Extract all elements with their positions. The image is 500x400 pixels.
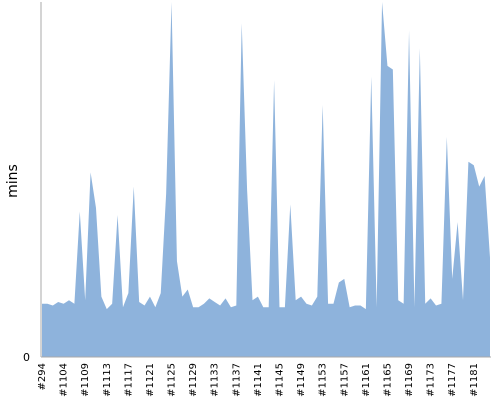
x-tick-label: #1145 bbox=[274, 363, 285, 397]
x-tick-label: #1141 bbox=[253, 363, 264, 397]
x-tick-label: #1129 bbox=[188, 363, 199, 397]
x-tick-label: #1161 bbox=[361, 363, 372, 397]
x-tick-label: #1149 bbox=[296, 363, 307, 397]
plot-area bbox=[42, 2, 490, 357]
x-tick-label: #1109 bbox=[80, 363, 91, 397]
x-tick-label: #1153 bbox=[318, 363, 329, 397]
x-tick-label: #1125 bbox=[167, 363, 178, 397]
y-axis-title: mins bbox=[5, 164, 21, 198]
x-tick-label: #1117 bbox=[123, 363, 134, 397]
x-tick-label: #1177 bbox=[447, 363, 458, 397]
x-tick-labels: #294 #1104 #1109 #1113 #1117 #1121 #1125 #1129 #… bbox=[37, 363, 480, 397]
x-tick-label: #1169 bbox=[404, 363, 415, 397]
x-tick-label: #294 bbox=[37, 363, 48, 390]
x-tick-label: #1113 bbox=[102, 363, 113, 397]
x-tick-label: #1165 bbox=[382, 363, 393, 397]
x-tick-label: #1104 bbox=[59, 363, 70, 397]
x-tick-label: #1173 bbox=[426, 363, 437, 397]
series-area bbox=[42, 2, 490, 357]
x-tick-label: #1157 bbox=[339, 363, 350, 397]
x-tick-label: #1133 bbox=[210, 363, 221, 397]
x-tick-label: #1121 bbox=[145, 363, 156, 397]
y-tick-label: 0 bbox=[23, 351, 30, 364]
x-tick-label: #1137 bbox=[231, 363, 242, 397]
x-tick-label: #1181 bbox=[469, 363, 480, 397]
